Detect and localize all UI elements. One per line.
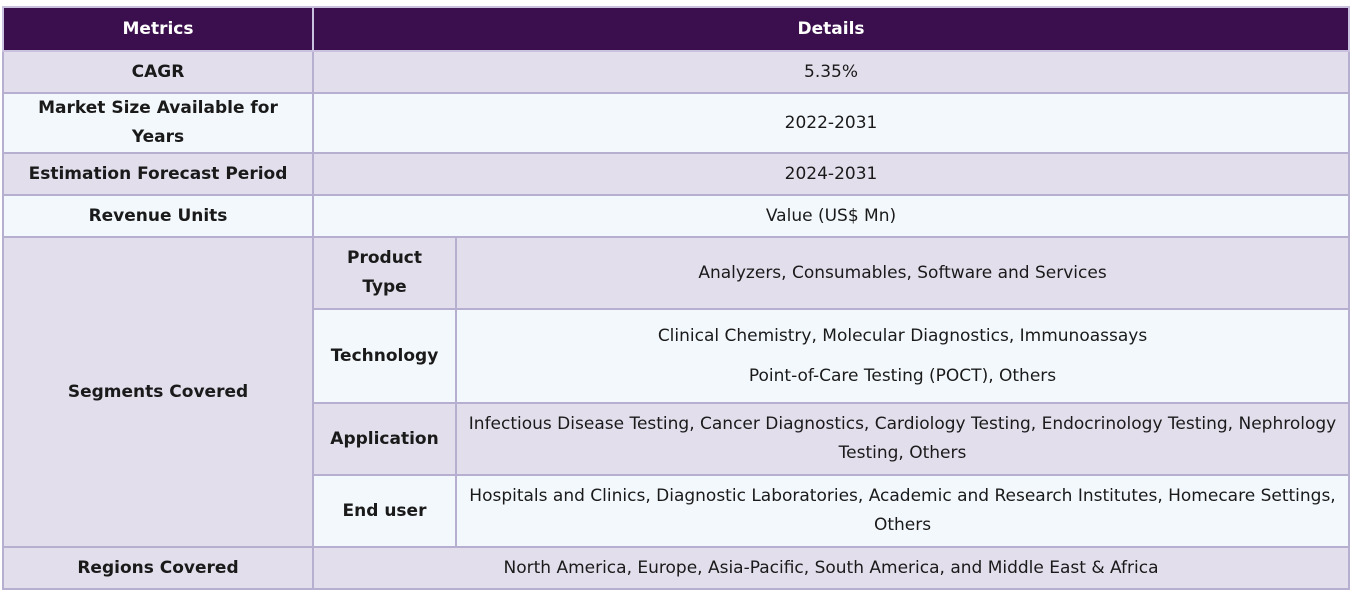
segment-product-type: Product Type <box>312 236 457 310</box>
metric-segments-covered: Segments Covered <box>2 236 314 548</box>
table-row: Technology Clinical Chemistry, Molecular… <box>3 308 1351 404</box>
metric-regions-covered: Regions Covered <box>2 546 314 590</box>
metric-revenue-units: Revenue Units <box>2 194 314 238</box>
detail-market-size-years: 2022-2031 <box>311 92 1351 154</box>
metric-market-size-years: Market Size Available for Years <box>2 92 314 154</box>
header-details: Details <box>311 6 1351 52</box>
detail-technology-line1: Clinical Chemistry, Molecular Diagnostic… <box>657 325 1148 346</box>
table-row: Application Infectious Disease Testing, … <box>3 402 1351 476</box>
detail-forecast-period: 2024-2031 <box>311 152 1351 196</box>
detail-regions-covered: North America, Europe, Asia-Pacific, Sou… <box>311 546 1351 590</box>
detail-technology-line2: Point-of-Care Testing (POCT), Others <box>748 365 1057 386</box>
table-row: Segments Covered Product Type Analyzers,… <box>2 236 1351 548</box>
detail-revenue-units: Value (US$ Mn) <box>311 194 1351 238</box>
detail-technology: Clinical Chemistry, Molecular Diagnostic… <box>454 308 1351 404</box>
segment-technology: Technology <box>312 308 457 404</box>
table-header-row: Metrics Details <box>2 6 1351 52</box>
table-row: Market Size Available for Years 2022-203… <box>2 92 1351 154</box>
segment-end-user: End user <box>312 474 457 548</box>
segment-application: Application <box>312 402 457 476</box>
table-row: End user Hospitals and Clinics, Diagnost… <box>3 474 1351 548</box>
table-row: Revenue Units Value (US$ Mn) <box>2 194 1351 238</box>
table-row: CAGR 5.35% <box>2 50 1351 94</box>
table-row: Regions Covered North America, Europe, A… <box>2 546 1351 590</box>
report-summary-table-container: Metrics Details CAGR 5.35% Market Size A… <box>2 6 1351 590</box>
detail-application: Infectious Disease Testing, Cancer Diagn… <box>454 402 1351 476</box>
header-metrics: Metrics <box>2 6 314 52</box>
detail-cagr: 5.35% <box>311 50 1351 94</box>
report-summary-table: Metrics Details CAGR 5.35% Market Size A… <box>2 6 1351 590</box>
detail-end-user: Hospitals and Clinics, Diagnostic Labora… <box>454 474 1351 548</box>
table-row: Estimation Forecast Period 2024-2031 <box>2 152 1351 196</box>
metric-forecast-period: Estimation Forecast Period <box>2 152 314 196</box>
metric-cagr: CAGR <box>2 50 314 94</box>
detail-product-type: Analyzers, Consumables, Software and Ser… <box>454 236 1351 310</box>
